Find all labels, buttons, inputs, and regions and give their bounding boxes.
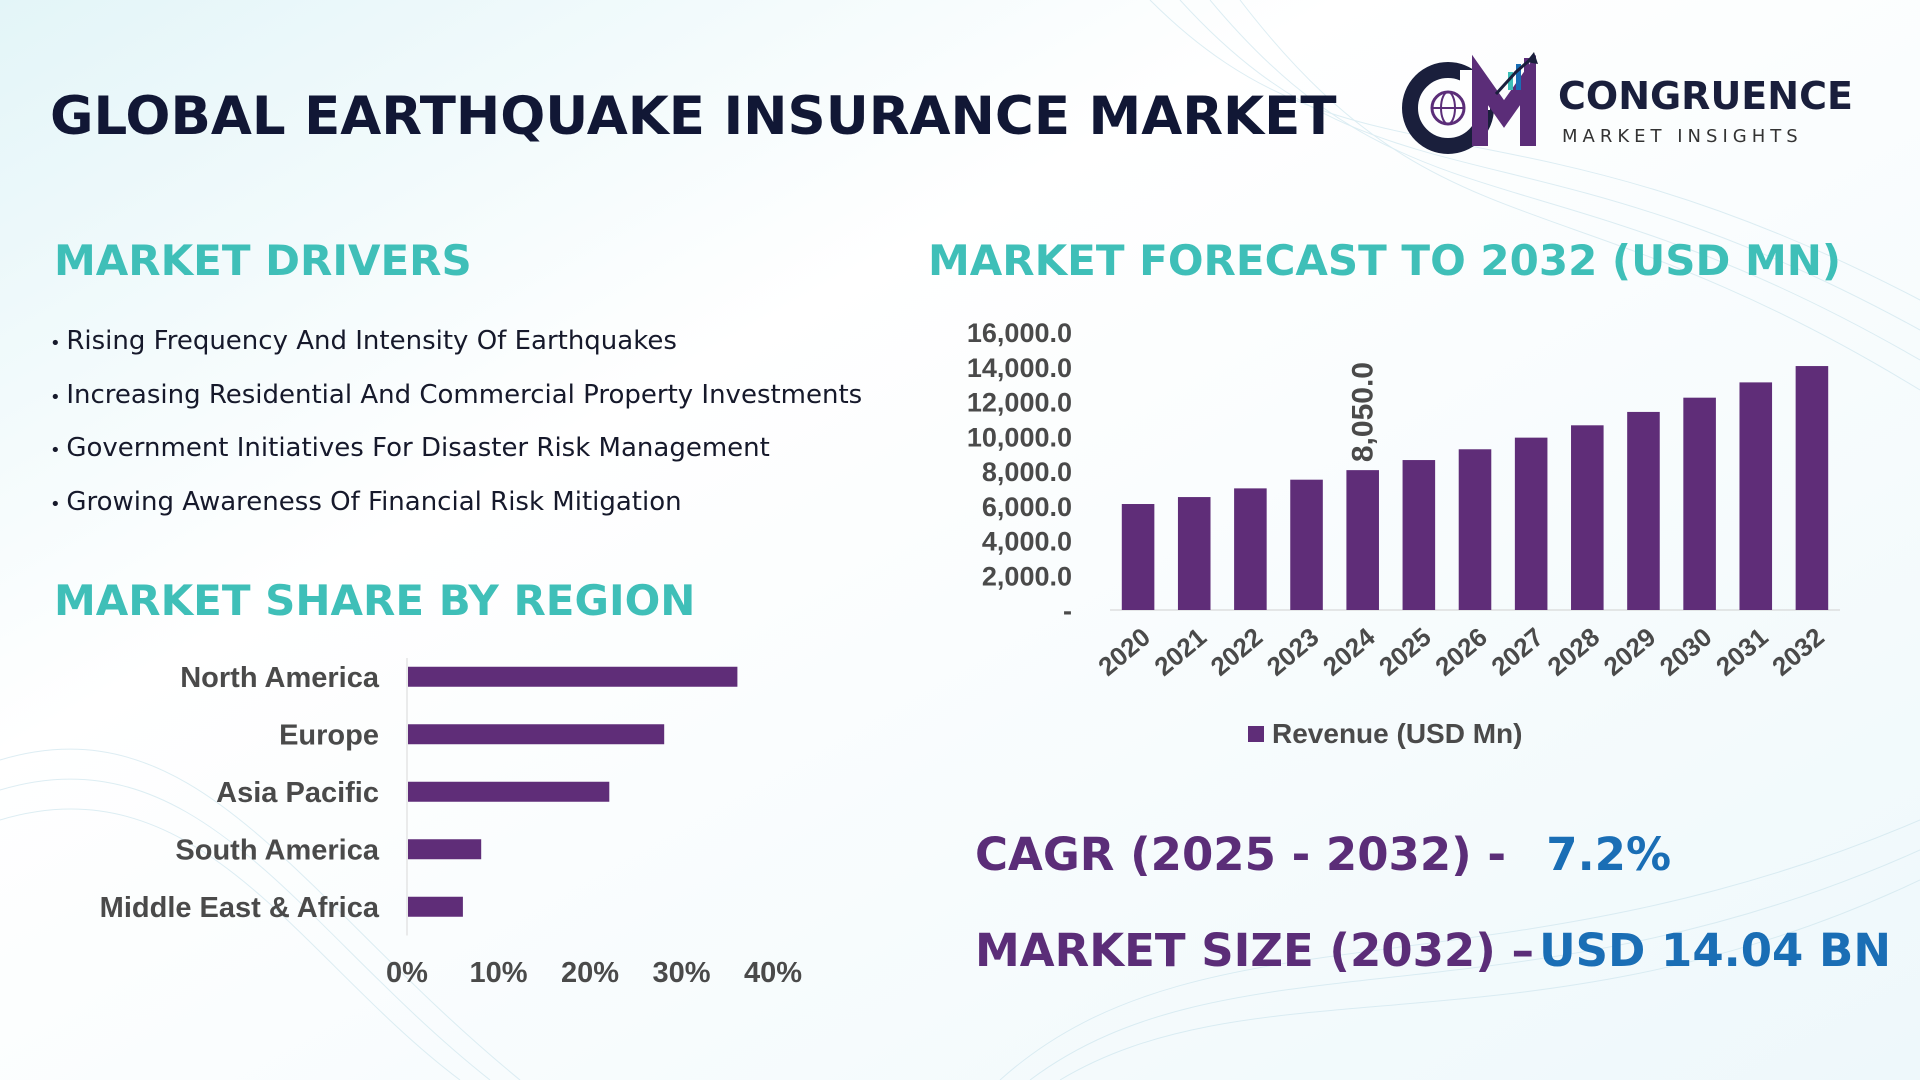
y-tick-label: 12,000.0 <box>967 388 1072 418</box>
region-label: North America <box>180 662 380 694</box>
region-bar <box>408 781 610 802</box>
logo-brand-name: CONGRUENCE <box>1558 74 1853 118</box>
y-tick-label: 16,000.0 <box>967 318 1072 348</box>
x-tick-label: 20% <box>561 957 619 989</box>
x-tick-label: 2025 <box>1373 622 1437 682</box>
bar-2024 <box>1346 470 1379 610</box>
cagr-kpi: CAGR (2025 - 2032) - 7.2% <box>975 828 1671 881</box>
market-forecast-title: MARKET FORECAST TO 2032 (USD MN) <box>928 236 1842 285</box>
driver-item: Increasing Residential And Commercial Pr… <box>50 380 862 434</box>
x-tick-label: 2028 <box>1542 622 1606 682</box>
legend-label: Revenue (USD Mn) <box>1272 718 1522 749</box>
market-share-region-title: MARKET SHARE BY REGION <box>54 576 696 625</box>
chart-legend: Revenue (USD Mn) <box>1248 718 1522 749</box>
region-label: Middle East & Africa <box>100 892 380 924</box>
y-tick-label: 14,000.0 <box>967 353 1072 383</box>
bar-2032 <box>1795 366 1829 610</box>
y-tick-label: 10,000.0 <box>967 422 1072 452</box>
x-tick-label: 2031 <box>1710 622 1774 682</box>
bar-2025 <box>1402 460 1436 610</box>
y-tick-label: - <box>1063 596 1072 626</box>
market-drivers-list: Rising Frequency And Intensity Of Earthq… <box>50 326 862 540</box>
x-tick-label: 10% <box>469 957 527 989</box>
y-tick-label: 4,000.0 <box>982 527 1072 557</box>
x-tick-label: 0% <box>386 957 428 989</box>
cagr-label: CAGR (2025 - 2032) - <box>975 828 1507 881</box>
bar-2029 <box>1627 411 1660 610</box>
x-tick-label: 2029 <box>1598 622 1662 682</box>
driver-item: Growing Awareness Of Financial Risk Miti… <box>50 487 862 541</box>
region-bar <box>408 666 738 687</box>
bar-2030 <box>1683 397 1716 610</box>
logo-tagline: MARKET INSIGHTS <box>1562 126 1803 147</box>
region-label: South America <box>175 834 379 866</box>
market-size-kpi: MARKET SIZE (2032) – USD 14.04 BN <box>975 924 1891 977</box>
cagr-value: 7.2% <box>1546 828 1672 881</box>
market-size-value: USD 14.04 BN <box>1539 924 1891 977</box>
bar-2020 <box>1121 504 1155 610</box>
x-tick-label: 2022 <box>1205 622 1269 682</box>
y-tick-label: 6,000.0 <box>982 492 1072 522</box>
driver-item: Government Initiatives For Disaster Risk… <box>50 433 862 487</box>
data-label-2024: 8,050.0 <box>1347 362 1380 462</box>
x-tick-label: 2024 <box>1317 621 1381 682</box>
driver-item: Rising Frequency And Intensity Of Earthq… <box>50 326 862 380</box>
legend-swatch <box>1248 726 1264 742</box>
market-drivers-title: MARKET DRIVERS <box>54 236 472 285</box>
x-tick-label: 2026 <box>1429 622 1493 682</box>
x-tick-label: 30% <box>652 957 710 989</box>
region-bar <box>408 724 665 745</box>
region-label: Europe <box>279 719 379 751</box>
x-tick-label: 40% <box>744 957 802 989</box>
bar-2022 <box>1234 488 1267 610</box>
bar-2028 <box>1571 425 1604 610</box>
x-tick-label: 2027 <box>1485 622 1549 682</box>
region-bar <box>408 839 482 860</box>
cm-globe-chart-logo-icon <box>1402 52 1538 154</box>
market-forecast-chart: - 2,000.0 4,000.0 6,000.0 8,000.0 10,000.0 12,… <box>967 318 1840 749</box>
region-bar <box>408 896 463 917</box>
x-tick-label: 2021 <box>1148 622 1212 682</box>
bar-2031 <box>1739 382 1773 610</box>
x-tick-label: 2020 <box>1092 622 1156 682</box>
x-tick-label: 2030 <box>1654 622 1718 682</box>
x-tick-label: 2023 <box>1261 622 1325 682</box>
bar-2023 <box>1290 479 1323 610</box>
bar-2026 <box>1458 449 1492 610</box>
region-label: Asia Pacific <box>216 777 379 809</box>
page-title: GLOBAL EARTHQUAKE INSURANCE MARKET <box>50 86 1337 147</box>
x-tick-label: 2032 <box>1766 622 1830 682</box>
bar-2021 <box>1177 497 1211 610</box>
market-share-region-chart: North America Europe Asia Pacific South Ame… <box>100 658 802 989</box>
market-size-label: MARKET SIZE (2032) – <box>975 924 1534 977</box>
y-tick-label: 8,000.0 <box>982 457 1072 487</box>
y-tick-label: 2,000.0 <box>982 561 1072 591</box>
bar-2027 <box>1514 437 1548 610</box>
company-logo: CONGRUENCE MARKET INSIGHTS <box>1400 50 1880 160</box>
